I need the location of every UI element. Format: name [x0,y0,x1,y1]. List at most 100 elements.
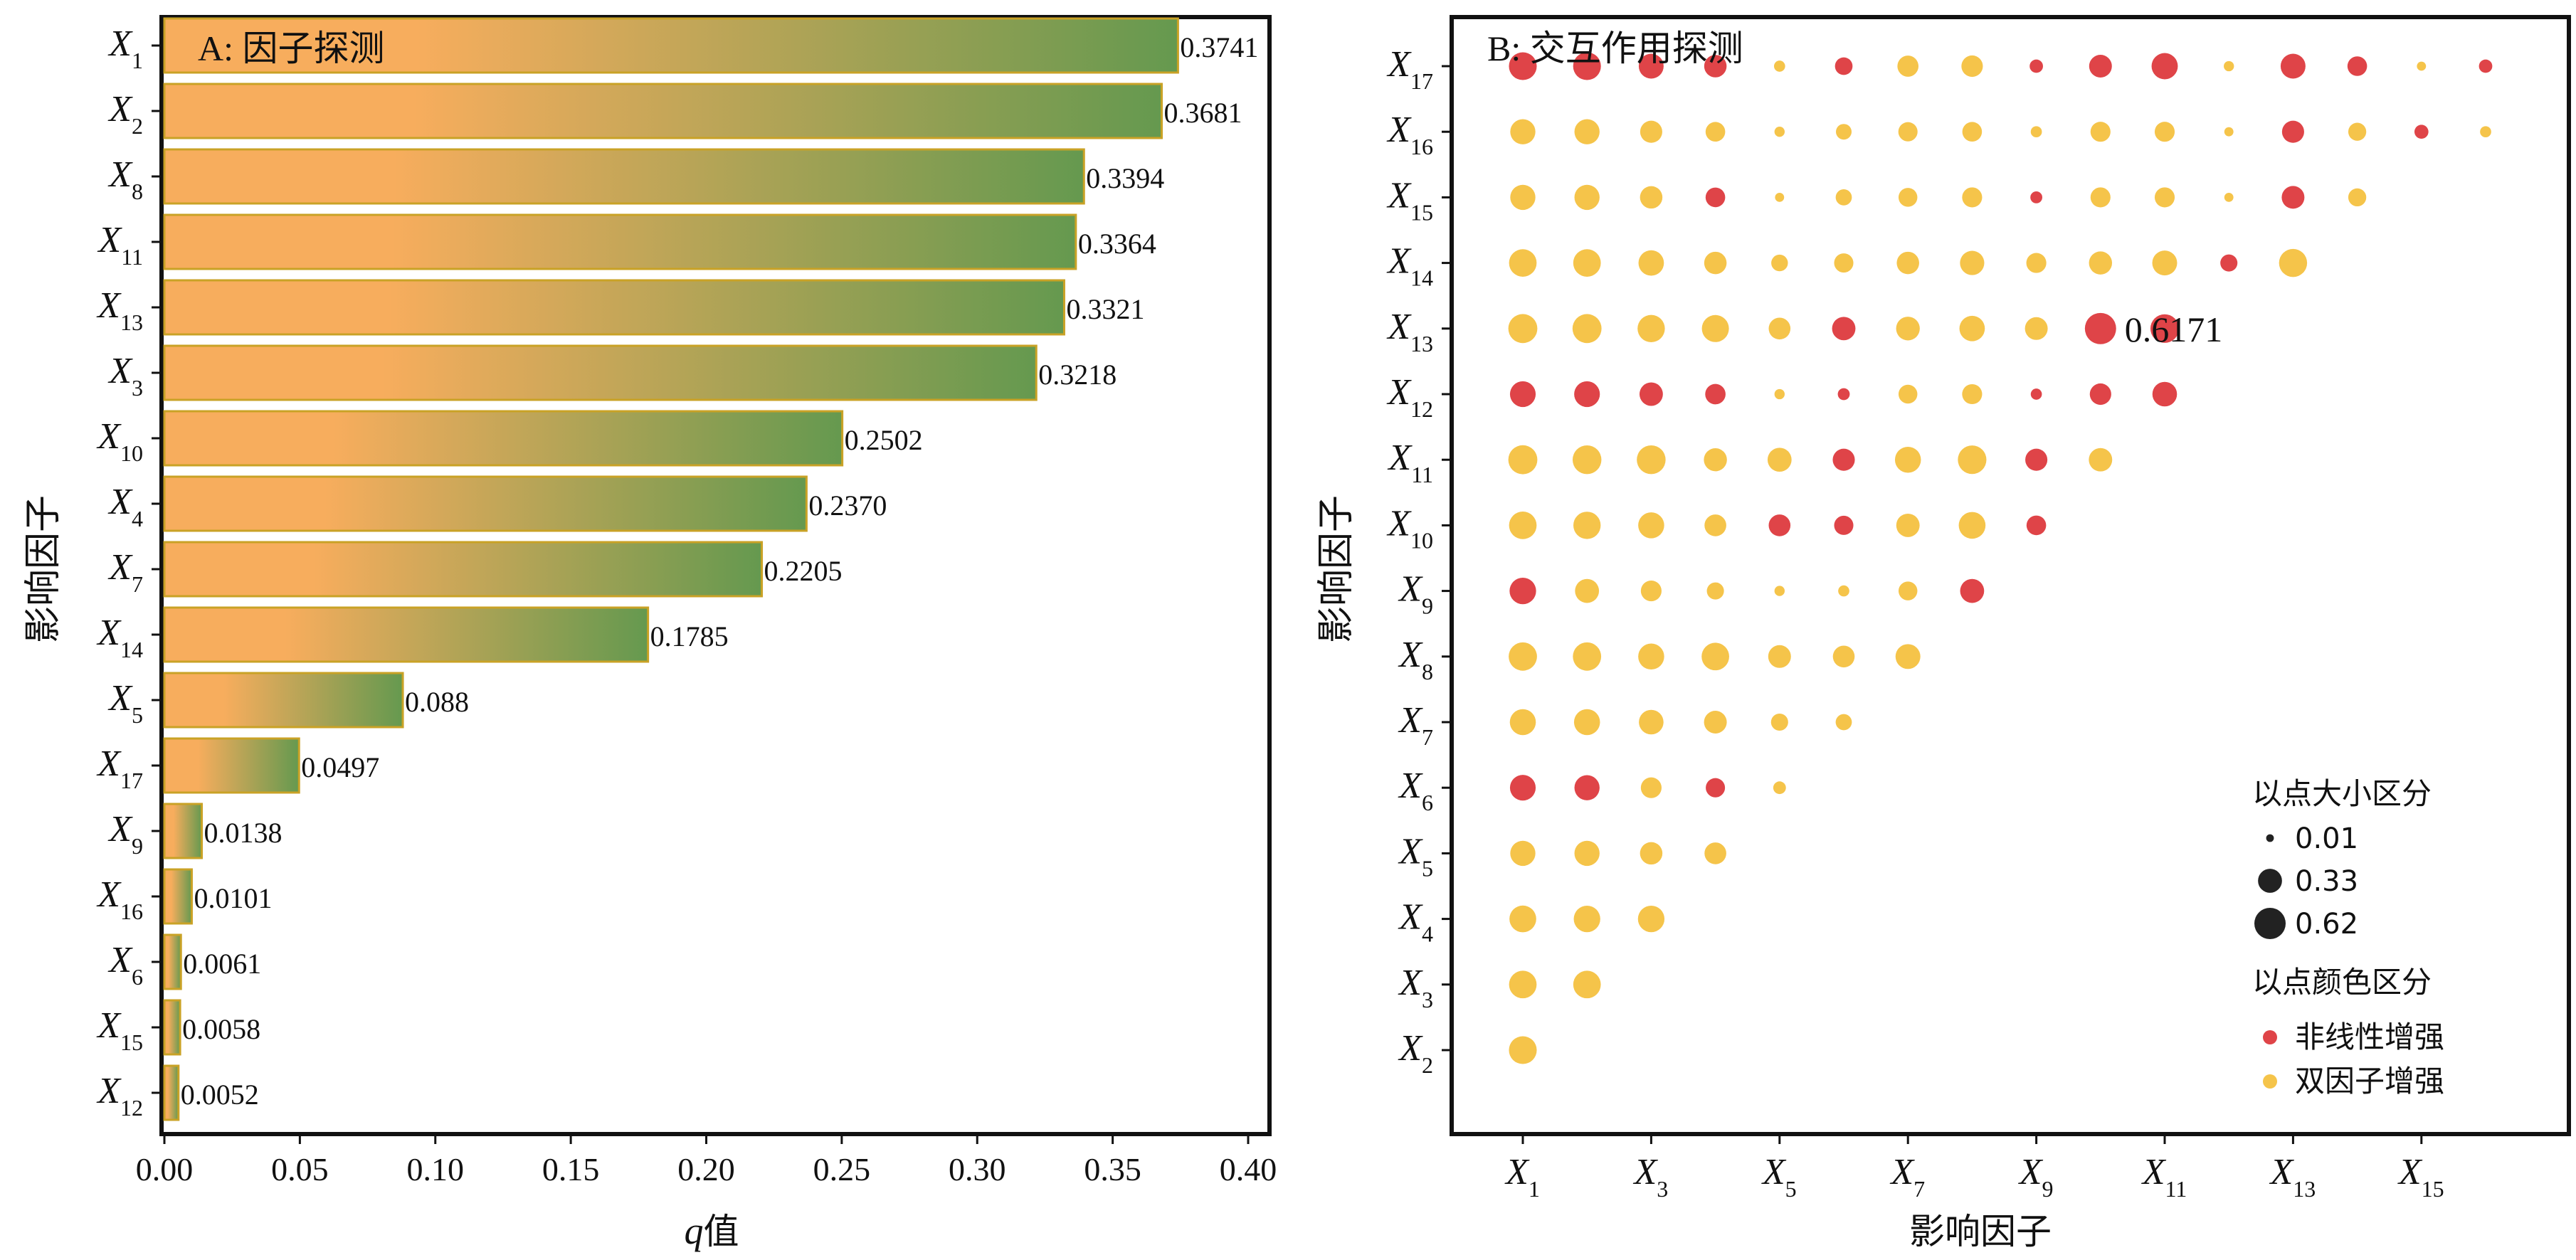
interaction-dot-x11-x3 [1637,445,1666,475]
interaction-dot-x17-x2 [1573,52,1601,80]
bar-value-label: 0.0052 [181,1079,259,1111]
interaction-dot-x4-x3 [1637,905,1665,933]
interaction-dot-x15-x5 [1775,192,1785,202]
interaction-dot-x14-x2 [1573,249,1601,277]
panel-b-legend: 以点大小区分 0.01 0.33 0.62 以点颜色区分 非线性增强 双因子增强 [2252,776,2444,1098]
panel-b-dots [1508,52,2493,1064]
legend-color-dot-nonlinear [2263,1030,2277,1044]
bar-x2 [163,83,1163,139]
x-tick-label: 0.05 [271,1151,329,1187]
bar-x17 [163,737,300,794]
bar-x10 [163,410,844,467]
interaction-dot-x17-x6 [1835,57,1853,75]
interaction-dot-x16-x6 [1836,124,1852,140]
interaction-dot-x16-x1 [1510,119,1536,144]
interaction-dot-x16-x2 [1574,119,1600,144]
y-tick-label: X1 [107,23,143,73]
y-tick-label: X13 [1386,307,1433,356]
interaction-dot-x6-x3 [1640,777,1662,798]
interaction-dot-x8-x4 [1701,642,1729,671]
legend-color-dot-bivariate [2263,1074,2277,1089]
interaction-dot-x14-x3 [1638,250,1664,276]
interaction-dot-x12-x9 [2030,388,2042,400]
bar-x16 [163,868,193,925]
panel-a-bars: 0.3741 0.3681 0.3394 0.3364 0.3321 0.3218 0.25… [163,17,1258,1121]
interaction-dot-x9-x1 [1509,577,1536,605]
y-tick-label: X16 [96,874,143,924]
bar-x8 [163,148,1085,205]
interaction-dot-x13-x7 [1896,317,1920,341]
interaction-dot-x15-x2 [1574,184,1600,211]
interaction-dot-x9-x3 [1640,581,1662,602]
bar-value-label: 0.3741 [1180,31,1258,63]
x-tick-label: 0.00 [136,1151,194,1187]
interaction-dot-x14-x13 [2279,248,2308,277]
interaction-dot-x17-x14 [2347,56,2368,76]
panel-a-y-axis-label: 影响因子 [22,495,65,643]
y-tick-label: X7 [107,547,143,597]
interaction-dot-x15-x12 [2224,192,2234,202]
legend-size-dot-small [2266,834,2274,842]
x-tick-label: X9 [2018,1152,2054,1202]
panel-b-y-ticks: X2 X3 X4 X5 X6 X7 X8 X9 X10 X11 X12 X13 X14 X15 X16 X17 [1386,44,1452,1078]
y-tick-label: X8 [107,154,143,204]
y-tick-label: X10 [96,416,143,466]
y-tick-label: X17 [1386,44,1433,94]
interaction-dot-x8-x7 [1895,644,1921,669]
interaction-dot-x14-x4 [1704,251,1727,275]
panel-b-y-axis-label: 影响因子 [1315,495,1358,643]
y-tick-label: X2 [107,89,143,139]
interaction-dot-x13-x11 [2150,314,2180,343]
interaction-dot-x15-x9 [2030,191,2043,203]
interaction-dot-x7-x2 [1573,709,1600,736]
y-tick-label: X10 [1386,503,1433,553]
y-tick-label: X17 [96,743,143,793]
interaction-dot-x4-x2 [1573,905,1600,933]
interaction-dot-x12-x10 [2089,383,2111,406]
bar-value-label: 0.0101 [194,882,272,914]
interaction-dot-x13-x6 [1832,317,1856,341]
bar-x5 [163,672,404,729]
interaction-dot-x6-x4 [1706,778,1726,798]
x-tick-label: 0.20 [677,1151,735,1187]
interaction-dot-x7-x6 [1835,714,1852,731]
interaction-dot-x17-x13 [2280,53,2306,79]
x-tick-label: X11 [2141,1152,2187,1202]
interaction-dot-x14-x6 [1834,253,1854,273]
x-tick-label: 0.30 [949,1151,1006,1187]
x-tick-label: 0.15 [542,1151,600,1187]
interaction-dot-x17-x10 [2089,55,2112,78]
legend-size-title: 以点大小区分 [2252,776,2432,811]
interaction-dot-x13-x3 [1637,314,1665,342]
interaction-dot-x10-x6 [1834,515,1854,535]
bar-value-label: 0.3218 [1038,359,1117,391]
panel-b-annotation: 0.6171 [2125,309,2223,349]
y-tick-label: X13 [96,285,143,335]
interaction-dot-x3-x1 [1509,970,1537,999]
interaction-dot-x12-x1 [1509,381,1536,408]
interaction-dot-x9-x6 [1838,585,1849,597]
interaction-dot-x12-x2 [1574,381,1600,408]
interaction-dot-x8-x2 [1573,642,1602,671]
panel-b-title: B: 交互作用探测 [1487,28,1743,68]
y-tick-label: X7 [1398,700,1433,750]
bar-x13 [163,279,1065,336]
interaction-dot-x16-x11 [2154,122,2175,142]
interaction-dot-x16-x9 [2030,126,2042,138]
interaction-dot-x12-x5 [1774,388,1785,400]
legend-size-dot-large [2254,908,2286,939]
interaction-dot-x11-x6 [1832,448,1855,471]
bar-value-label: 0.1785 [650,620,729,652]
x-tick-label: X13 [2269,1152,2316,1202]
interaction-dot-x10-x7 [1896,513,1920,537]
y-tick-label: X3 [1398,963,1433,1012]
interaction-dot-x16-x4 [1705,122,1726,142]
interaction-dot-x9-x7 [1898,581,1918,600]
bar-value-label: 0.0497 [301,751,379,783]
bar-value-label: 0.3321 [1066,293,1144,325]
interaction-dot-x12-x3 [1639,382,1663,406]
interaction-dot-x7-x5 [1770,713,1788,731]
y-tick-label: X14 [96,613,143,662]
interaction-dot-x17-x12 [2224,60,2234,72]
